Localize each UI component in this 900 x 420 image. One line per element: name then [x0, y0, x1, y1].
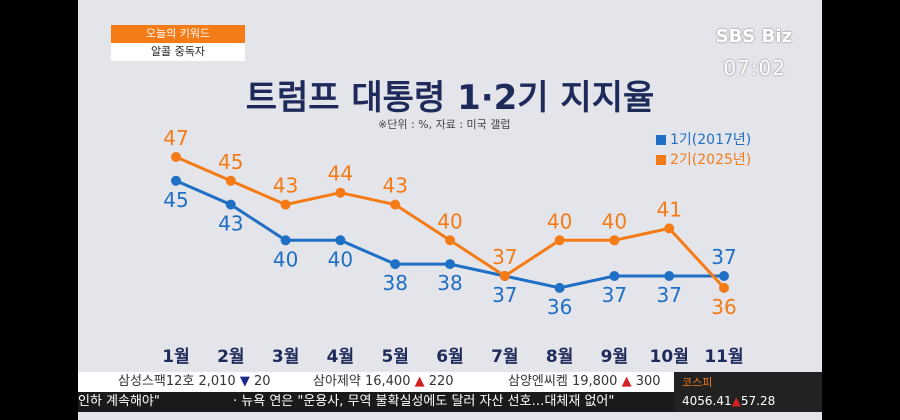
data-label: 45 — [218, 150, 243, 174]
data-point — [719, 282, 729, 293]
news-item: 인하 계속해야" — [78, 394, 160, 409]
stock-item: 삼성스팩12호 2,010 ▼ 20 — [118, 374, 271, 389]
keyword-label: 오늘의 키워드 — [111, 25, 245, 43]
keyword-value: 알콜 중독자 — [111, 43, 245, 61]
data-label: 43 — [218, 212, 243, 236]
data-point — [225, 175, 236, 186]
data-point — [445, 235, 455, 246]
data-point — [554, 282, 565, 293]
chart-subtitle: ※단위 : %, 자료 : 미국 갤럽 — [378, 118, 511, 131]
data-point — [554, 235, 565, 246]
x-tick-label: 1월 — [162, 347, 189, 367]
data-point — [390, 259, 401, 270]
kospi-index: 코스피 4056.41▲57.28 — [674, 372, 822, 412]
data-label: 37 — [656, 283, 681, 307]
x-tick-label: 11월 — [704, 347, 743, 367]
data-point — [609, 271, 620, 281]
data-point — [664, 223, 675, 234]
data-label: 36 — [711, 295, 736, 319]
data-point — [445, 259, 455, 270]
data-point — [335, 187, 346, 198]
x-tick-label: 7월 — [491, 347, 518, 367]
broadcast-screen: 오늘의 키워드 알콜 중독자 SBS Biz 07:02 트럼프 대통령 1·2… — [78, 0, 822, 420]
x-tick-label: 6월 — [436, 347, 463, 367]
data-point — [280, 235, 291, 246]
clock: 07:02 — [723, 56, 786, 80]
data-point — [171, 175, 181, 186]
data-point — [664, 271, 675, 281]
x-tick-label: 9월 — [601, 347, 628, 367]
x-tick-label: 3월 — [272, 347, 299, 367]
x-tick-label: 8월 — [546, 347, 573, 367]
data-label: 37 — [711, 245, 736, 269]
x-tick-label: 5월 — [381, 347, 408, 367]
data-label: 37 — [602, 283, 627, 307]
stock-ticker: 삼성스팩12호 2,010 ▼ 20 삼아제약 16,400 ▲ 220 삼양엔… — [78, 372, 822, 392]
data-label: 41 — [656, 197, 681, 221]
data-label: 40 — [273, 247, 298, 271]
data-point — [499, 271, 510, 281]
legend-swatch — [656, 155, 666, 165]
x-tick-label: 2월 — [217, 347, 244, 367]
data-label: 44 — [328, 162, 353, 186]
data-point — [225, 199, 236, 210]
data-label: 43 — [382, 174, 407, 198]
news-ticker: 인하 계속해야" · 뉴욕 연은 "운용사, 무역 불확실성에도 달러 자산 선… — [78, 392, 822, 412]
line-chart: 1월 2월 3월 4월 5월 6월 7월 8월 9월 10월 11월 45 43 40 40 38 38 37 36… — [162, 126, 743, 367]
data-point — [609, 235, 620, 246]
sbs-biz-logo: SBS Biz — [715, 26, 792, 47]
data-label: 40 — [437, 209, 462, 233]
data-point — [280, 199, 291, 210]
data-label: 37 — [492, 245, 517, 269]
data-point — [335, 235, 346, 246]
data-point — [719, 271, 729, 281]
index-name: 코스피 — [682, 376, 713, 389]
chart-title: 트럼프 대통령 1·2기 지지율 — [245, 78, 655, 118]
stock-item: 삼아제약 16,400 ▲ 220 — [313, 374, 454, 389]
data-label: 43 — [273, 174, 298, 198]
legend: 1기(2017년) 2기(2025년) — [656, 130, 751, 170]
data-label: 40 — [602, 209, 627, 233]
data-label: 40 — [547, 209, 572, 233]
news-item: · 뉴욕 연은 "운용사, 무역 불확실성에도 달러 자산 선호…대체재 없어" — [233, 394, 615, 409]
data-point — [171, 152, 181, 162]
data-point — [390, 199, 401, 210]
data-label: 38 — [437, 271, 462, 295]
data-label: 45 — [163, 188, 188, 212]
data-label: 37 — [492, 283, 517, 307]
legend-item-1: 1기(2017년) — [656, 130, 751, 150]
stock-item: 삼양엔씨켐 19,800 ▲ 300 — [508, 374, 661, 389]
data-label: 38 — [382, 271, 407, 295]
data-label: 47 — [163, 126, 188, 150]
legend-swatch — [656, 135, 666, 145]
data-label: 40 — [328, 247, 353, 271]
data-label: 36 — [547, 295, 572, 319]
x-tick-label: 4월 — [327, 347, 354, 367]
x-tick-label: 10월 — [650, 347, 689, 367]
legend-item-2: 2기(2025년) — [656, 150, 751, 170]
legend-label: 2기(2025년) — [670, 152, 752, 168]
legend-label: 1기(2017년) — [670, 132, 752, 148]
index-value: 4056.41▲57.28 — [682, 394, 776, 408]
